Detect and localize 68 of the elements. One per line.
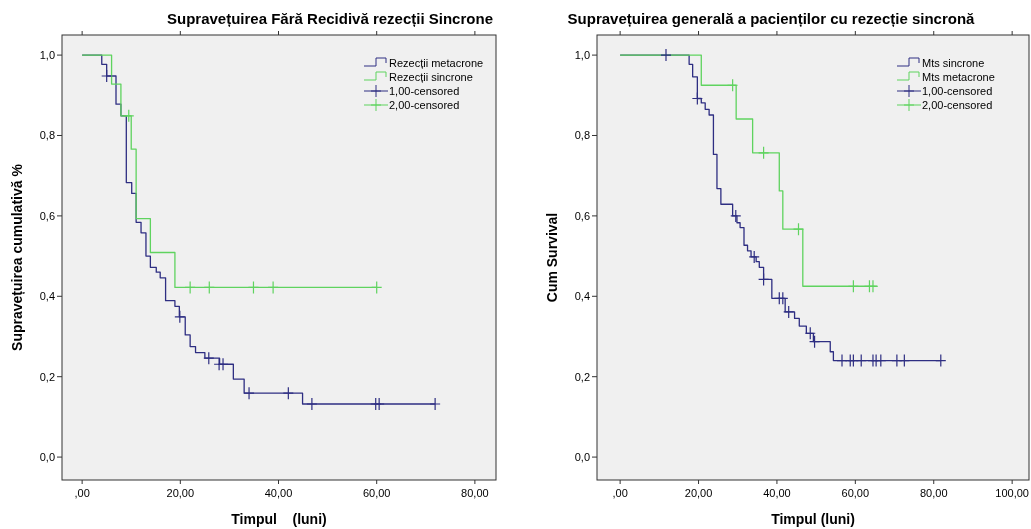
legend-label: 2,00-censored	[922, 98, 993, 111]
point	[203, 351, 215, 365]
y-tick-label: 0,6	[39, 209, 55, 222]
point	[875, 354, 887, 368]
point	[243, 386, 255, 400]
y-tick-label: 0,2	[574, 370, 590, 383]
point	[847, 279, 859, 293]
legend-label: 1,00-censored	[389, 84, 460, 97]
x-tick-label: 80,00	[919, 487, 948, 499]
chart-title: Supravețuirea generală a pacienților cu rezecție sincronă	[567, 10, 976, 27]
y-tick-label: 0,8	[39, 129, 55, 142]
y-tick-label: 0,0	[39, 450, 55, 463]
y-tick-label: 0,2	[39, 370, 55, 383]
point	[867, 279, 879, 293]
y-tick-label: 0,0	[574, 450, 590, 463]
legend-label: Rezecții sincrone	[389, 70, 473, 83]
y-tick-label: 1,0	[39, 48, 55, 61]
point	[282, 386, 294, 400]
point	[935, 354, 947, 368]
x-tick-label: 60,00	[362, 487, 391, 499]
point	[836, 354, 848, 368]
point	[758, 272, 770, 287]
point	[777, 291, 789, 305]
x-tick-label: 80,00	[461, 487, 489, 499]
x-tick-label: 60,00	[841, 487, 870, 499]
y-axis-title: Cum Survival	[544, 212, 560, 303]
x-tick-label: 100,00	[995, 487, 1029, 499]
point	[306, 397, 318, 411]
point	[247, 280, 260, 295]
legend-label: Rezecții metacrone	[389, 56, 484, 69]
legend-label: 1,00-censored	[922, 84, 993, 97]
y-axis-title: Supravețuirea cumulativă %	[9, 163, 25, 351]
point	[101, 69, 113, 83]
y-tick-label: 1,0	[574, 48, 590, 61]
x-axis-title: Timpul (luni)	[231, 511, 327, 527]
y-tick-label: 0,8	[574, 129, 590, 142]
x-tick-label: ,00	[612, 487, 628, 499]
y-tick-label: 0,6	[574, 209, 590, 222]
x-tick-label: 40,00	[763, 487, 791, 499]
x-tick-label: 20,00	[166, 487, 195, 499]
chart-title: Supravețuirea Fără Recidivă rezecții Sincrone	[167, 10, 493, 27]
point	[217, 357, 229, 371]
point	[429, 397, 441, 411]
point	[267, 280, 279, 295]
x-tick-label: 20,00	[684, 487, 713, 499]
y-tick-label: 0,4	[39, 290, 55, 303]
point	[203, 280, 215, 295]
legend-label: Mts sincrone	[922, 56, 985, 69]
point	[855, 354, 867, 368]
point	[371, 280, 383, 295]
x-tick-label: 40,00	[264, 487, 293, 499]
point	[184, 280, 196, 295]
point	[660, 48, 672, 62]
point	[691, 91, 703, 106]
point	[748, 250, 760, 264]
legend-label: 2,00-censored	[389, 98, 460, 111]
point	[174, 310, 186, 324]
point	[727, 78, 739, 92]
point	[898, 354, 910, 368]
point	[730, 209, 742, 223]
x-axis-title: Timpul (luni)	[771, 511, 855, 527]
legend-label: Mts metacrone	[922, 70, 995, 83]
y-tick-label: 0,4	[574, 290, 590, 303]
point	[123, 109, 135, 123]
x-tick-label: ,00	[74, 487, 90, 499]
point	[792, 222, 805, 236]
point	[758, 146, 770, 160]
point	[783, 305, 795, 319]
